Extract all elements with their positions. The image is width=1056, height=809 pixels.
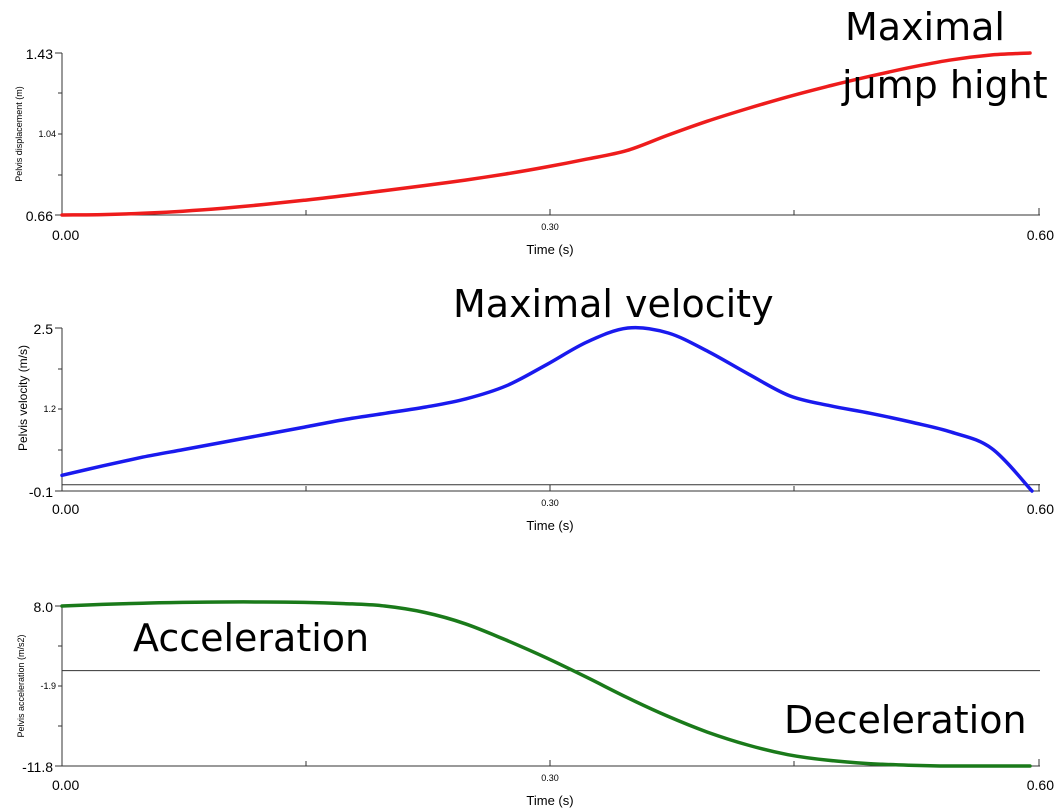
- x-tick-label-mid: 0.30: [541, 222, 559, 232]
- y-tick-label-bottom: -0.1: [29, 484, 53, 500]
- annotation-deceleration: Deceleration: [784, 698, 1027, 742]
- minor-ticks: [58, 92, 795, 215]
- x-axis-label: Time (s): [526, 242, 573, 257]
- y-tick-label-mid: 1.04: [38, 129, 56, 139]
- x-tick-label-mid: 0.30: [541, 498, 559, 508]
- y-axis-label: Pelvis velocity (m/s): [16, 345, 30, 451]
- velocity-line: [60, 325, 1034, 493]
- x-tick-label-end: 0.60: [1027, 227, 1054, 243]
- x-tick-label-end: 0.60: [1027, 777, 1054, 793]
- y-tick-label-mid: -1.9: [40, 681, 56, 691]
- x-axis-label: Time (s): [526, 518, 573, 533]
- x-tick-label-end: 0.60: [1027, 501, 1054, 517]
- acceleration-line: [60, 600, 1032, 768]
- x-tick-label-start: 0.00: [52, 227, 79, 243]
- y-axis-label: Pelvis acceleration (m/s2): [16, 634, 26, 737]
- y-axis-label: Pelvis displacement (m): [14, 86, 24, 182]
- x-tick-label-mid: 0.30: [541, 773, 559, 783]
- panel-velocity: 2.5 1.2 -0.1 0.00 0.30 0.60 Time (s) Pel…: [16, 282, 1054, 533]
- minor-ticks: [58, 645, 795, 766]
- x-tick-label-start: 0.00: [52, 501, 79, 517]
- y-tick-label-top: 2.5: [34, 321, 54, 337]
- panel-acceleration: 8.0 -1.9 -11.8 0.00 0.30 0.60 Time (s) P…: [16, 599, 1054, 808]
- displacement-line: [60, 51, 1032, 217]
- y-tick-label-mid: 1.2: [43, 404, 56, 414]
- x-tick-label-start: 0.00: [52, 777, 79, 793]
- panel-displacement: 1.43 1.04 0.66 0.00 0.30 0.60 Time (s) P…: [14, 5, 1054, 257]
- annotation-jump-hight: jump hight: [841, 63, 1048, 107]
- minor-ticks: [58, 368, 795, 491]
- y-tick-label-bottom: 0.66: [26, 208, 53, 224]
- y-tick-label-bottom: -11.8: [22, 759, 53, 775]
- y-tick-label-top: 1.43: [26, 46, 53, 62]
- y-tick-label-top: 8.0: [34, 599, 54, 615]
- annotation-maximal-velocity: Maximal velocity: [453, 282, 774, 326]
- x-axis-label: Time (s): [526, 793, 573, 808]
- annotation-maximal: Maximal: [845, 5, 1005, 49]
- annotation-acceleration: Acceleration: [133, 616, 369, 660]
